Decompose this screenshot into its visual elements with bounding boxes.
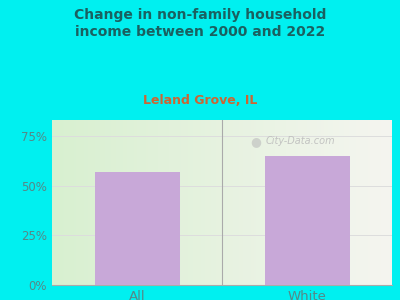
Text: ●: ●: [250, 135, 262, 148]
Text: City-Data.com: City-Data.com: [265, 136, 335, 146]
Text: Leland Grove, IL: Leland Grove, IL: [143, 94, 257, 107]
Text: Change in non-family household
income between 2000 and 2022: Change in non-family household income be…: [74, 8, 326, 39]
Bar: [94, 172, 180, 285]
Bar: [264, 156, 350, 285]
